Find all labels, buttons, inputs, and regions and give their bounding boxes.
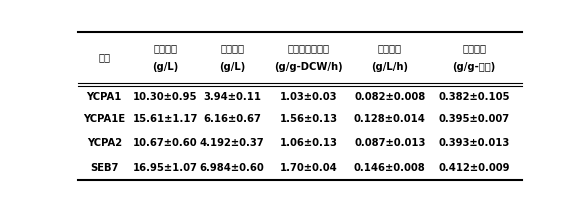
- Text: YCPA1E: YCPA1E: [83, 114, 125, 124]
- Text: 1.03±0.03: 1.03±0.03: [280, 92, 338, 102]
- Text: 乙醇产率: 乙醇产率: [378, 43, 402, 53]
- Text: 0.412±0.009: 0.412±0.009: [438, 163, 510, 173]
- Text: 0.395±0.007: 0.395±0.007: [439, 114, 510, 124]
- Text: 0.382±0.105: 0.382±0.105: [438, 92, 510, 102]
- Text: 6.16±0.67: 6.16±0.67: [203, 114, 261, 124]
- Text: 乙醇生成: 乙醇生成: [220, 43, 244, 53]
- Text: 10.67±0.60: 10.67±0.60: [133, 139, 198, 149]
- Text: (g/L): (g/L): [152, 62, 178, 72]
- Text: 4.192±0.37: 4.192±0.37: [199, 139, 264, 149]
- Text: 0.146±0.008: 0.146±0.008: [354, 163, 426, 173]
- Text: 木糖比消耗速率: 木糖比消耗速率: [288, 43, 330, 53]
- Text: 1.56±0.13: 1.56±0.13: [280, 114, 338, 124]
- Text: 15.61±1.17: 15.61±1.17: [133, 114, 198, 124]
- Text: 0.128±0.014: 0.128±0.014: [354, 114, 426, 124]
- Text: 1.70±0.04: 1.70±0.04: [280, 163, 338, 173]
- Text: YCPA2: YCPA2: [87, 139, 122, 149]
- Text: 0.082±0.008: 0.082±0.008: [354, 92, 425, 102]
- Text: 1.06±0.13: 1.06±0.13: [280, 139, 338, 149]
- Text: 6.984±0.60: 6.984±0.60: [199, 163, 264, 173]
- Text: 菌株: 菌株: [98, 52, 111, 62]
- Text: 16.95±1.07: 16.95±1.07: [133, 163, 198, 173]
- Text: YCPA1: YCPA1: [87, 92, 122, 102]
- Text: 10.30±0.95: 10.30±0.95: [133, 92, 198, 102]
- Text: (g/L/h): (g/L/h): [371, 62, 408, 72]
- Text: (g/L): (g/L): [219, 62, 245, 72]
- Text: 0.087±0.013: 0.087±0.013: [354, 139, 425, 149]
- Text: 3.94±0.11: 3.94±0.11: [203, 92, 261, 102]
- Text: SEB7: SEB7: [90, 163, 119, 173]
- Text: (g/g-DCW/h): (g/g-DCW/h): [274, 62, 343, 72]
- Text: 乙醇收率: 乙醇收率: [462, 43, 486, 53]
- Text: 木糖消耗: 木糖消耗: [153, 43, 177, 53]
- Text: 0.393±0.013: 0.393±0.013: [439, 139, 510, 149]
- Text: (g/g-木糖): (g/g-木糖): [453, 62, 496, 72]
